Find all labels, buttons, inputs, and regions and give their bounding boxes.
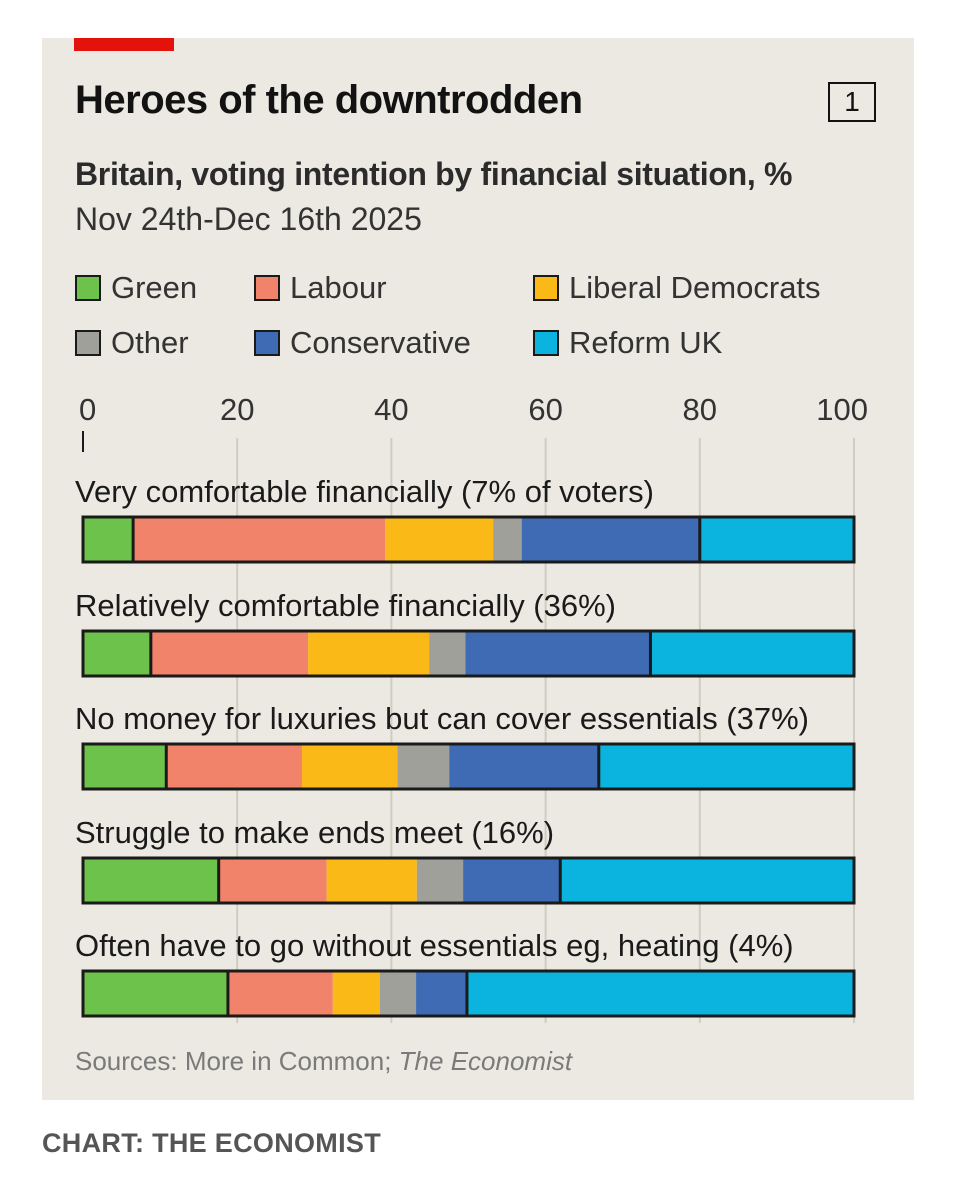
stacked-bar-chart: 0 20 40 60 80 100 Very comfortable financially… [75,392,868,1023]
chart-number: 1 [828,82,876,122]
bar-segment-reform-uk [598,744,854,789]
legend-item-conservative: Conservative [254,325,471,361]
bar-segment-green [83,631,151,676]
legend-item-labour: Labour [254,270,387,306]
row-label: Struggle to make ends meet (16%) [75,815,554,850]
legend-item-reform: Reform UK [533,325,722,361]
red-tag [74,38,174,51]
bar-segment-labour [218,858,327,903]
legend-item-libdem: Liberal Democrats [533,270,821,306]
legend-swatch-reform [533,330,559,356]
legend-swatch-other [75,330,101,356]
source-text: Sources: More in Common; [75,1046,399,1076]
bar-outline [81,969,856,1018]
bar-segment-liberal-democrats [326,858,417,903]
legend-label-conservative: Conservative [290,325,471,360]
legend-label-green: Green [111,270,198,305]
x-tick-label-20: 20 [220,392,254,427]
source-note: Sources: More in Common; The Economist [75,1046,572,1077]
bar-segment-green [83,744,167,789]
bar-segment-other [397,744,450,789]
x-tick-label-0: 0 [79,392,96,427]
row-label: Relatively comfortable financially (36%) [75,588,616,623]
legend-label-other: Other [111,325,189,360]
bar-segment-liberal-democrats [385,517,494,562]
bar-segment-reform-uk [466,971,854,1016]
legend-swatch-labour [254,275,280,301]
row-label: Often have to go without essentials eg, … [75,928,794,963]
bar-segment-liberal-democrats [308,631,430,676]
bar-segment-other [429,631,466,676]
x-tick-label-60: 60 [528,392,562,427]
legend-label-labour: Labour [290,270,387,305]
bar-segment-conservative [416,971,467,1016]
bar-segment-conservative [449,744,599,789]
bar-segment-liberal-democrats [332,971,380,1016]
legend-item-green: Green [75,270,197,306]
bar-segment-conservative [465,631,651,676]
chart-panel: Heroes of the downtrodden 1 Britain, vot… [42,38,914,1100]
bar-segment-green [83,517,134,562]
bar-segment-labour [150,631,309,676]
bar-segment-green [83,971,228,1016]
bar-segment-conservative [521,517,700,562]
x-tick-label-40: 40 [374,392,408,427]
bar-outline [81,515,856,564]
date-range: Nov 24th-Dec 16th 2025 [75,201,422,237]
legend-swatch-libdem [533,275,559,301]
legend-label-libdem: Liberal Democrats [569,270,821,305]
legend-item-other: Other [75,325,189,361]
x-tick-label-80: 80 [683,392,717,427]
bar-segment-conservative [463,858,561,903]
bar-segment-green [83,858,219,903]
chart-title: Heroes of the downtrodden [75,78,583,122]
x-tick-label-100: 100 [816,392,868,427]
bar-segment-reform-uk [650,631,854,676]
row-label: No money for luxuries but can cover esse… [75,701,809,736]
bar-segment-other [416,858,464,903]
source-italic: The Economist [398,1046,573,1076]
bar-segment-reform-uk [699,517,854,562]
legend-swatch-green [75,275,101,301]
bar-segment-reform-uk [560,858,854,903]
bar-segment-labour [133,517,386,562]
row-label: Very comfortable financially (7% of vote… [75,474,654,509]
chart-credit: CHART: THE ECONOMIST [42,1128,381,1158]
bar-segment-liberal-democrats [301,744,398,789]
bar-segment-other [379,971,417,1016]
legend-swatch-conservative [254,330,280,356]
legend-label-reform: Reform UK [569,325,723,360]
bar-segment-labour [166,744,302,789]
bar-segment-other [493,517,522,562]
bar-outline [81,742,856,791]
chart-subtitle: Britain, voting intention by financial s… [75,156,793,192]
bar-outline [81,629,856,678]
bar-segment-labour [227,971,333,1016]
bar-outline [81,856,856,905]
